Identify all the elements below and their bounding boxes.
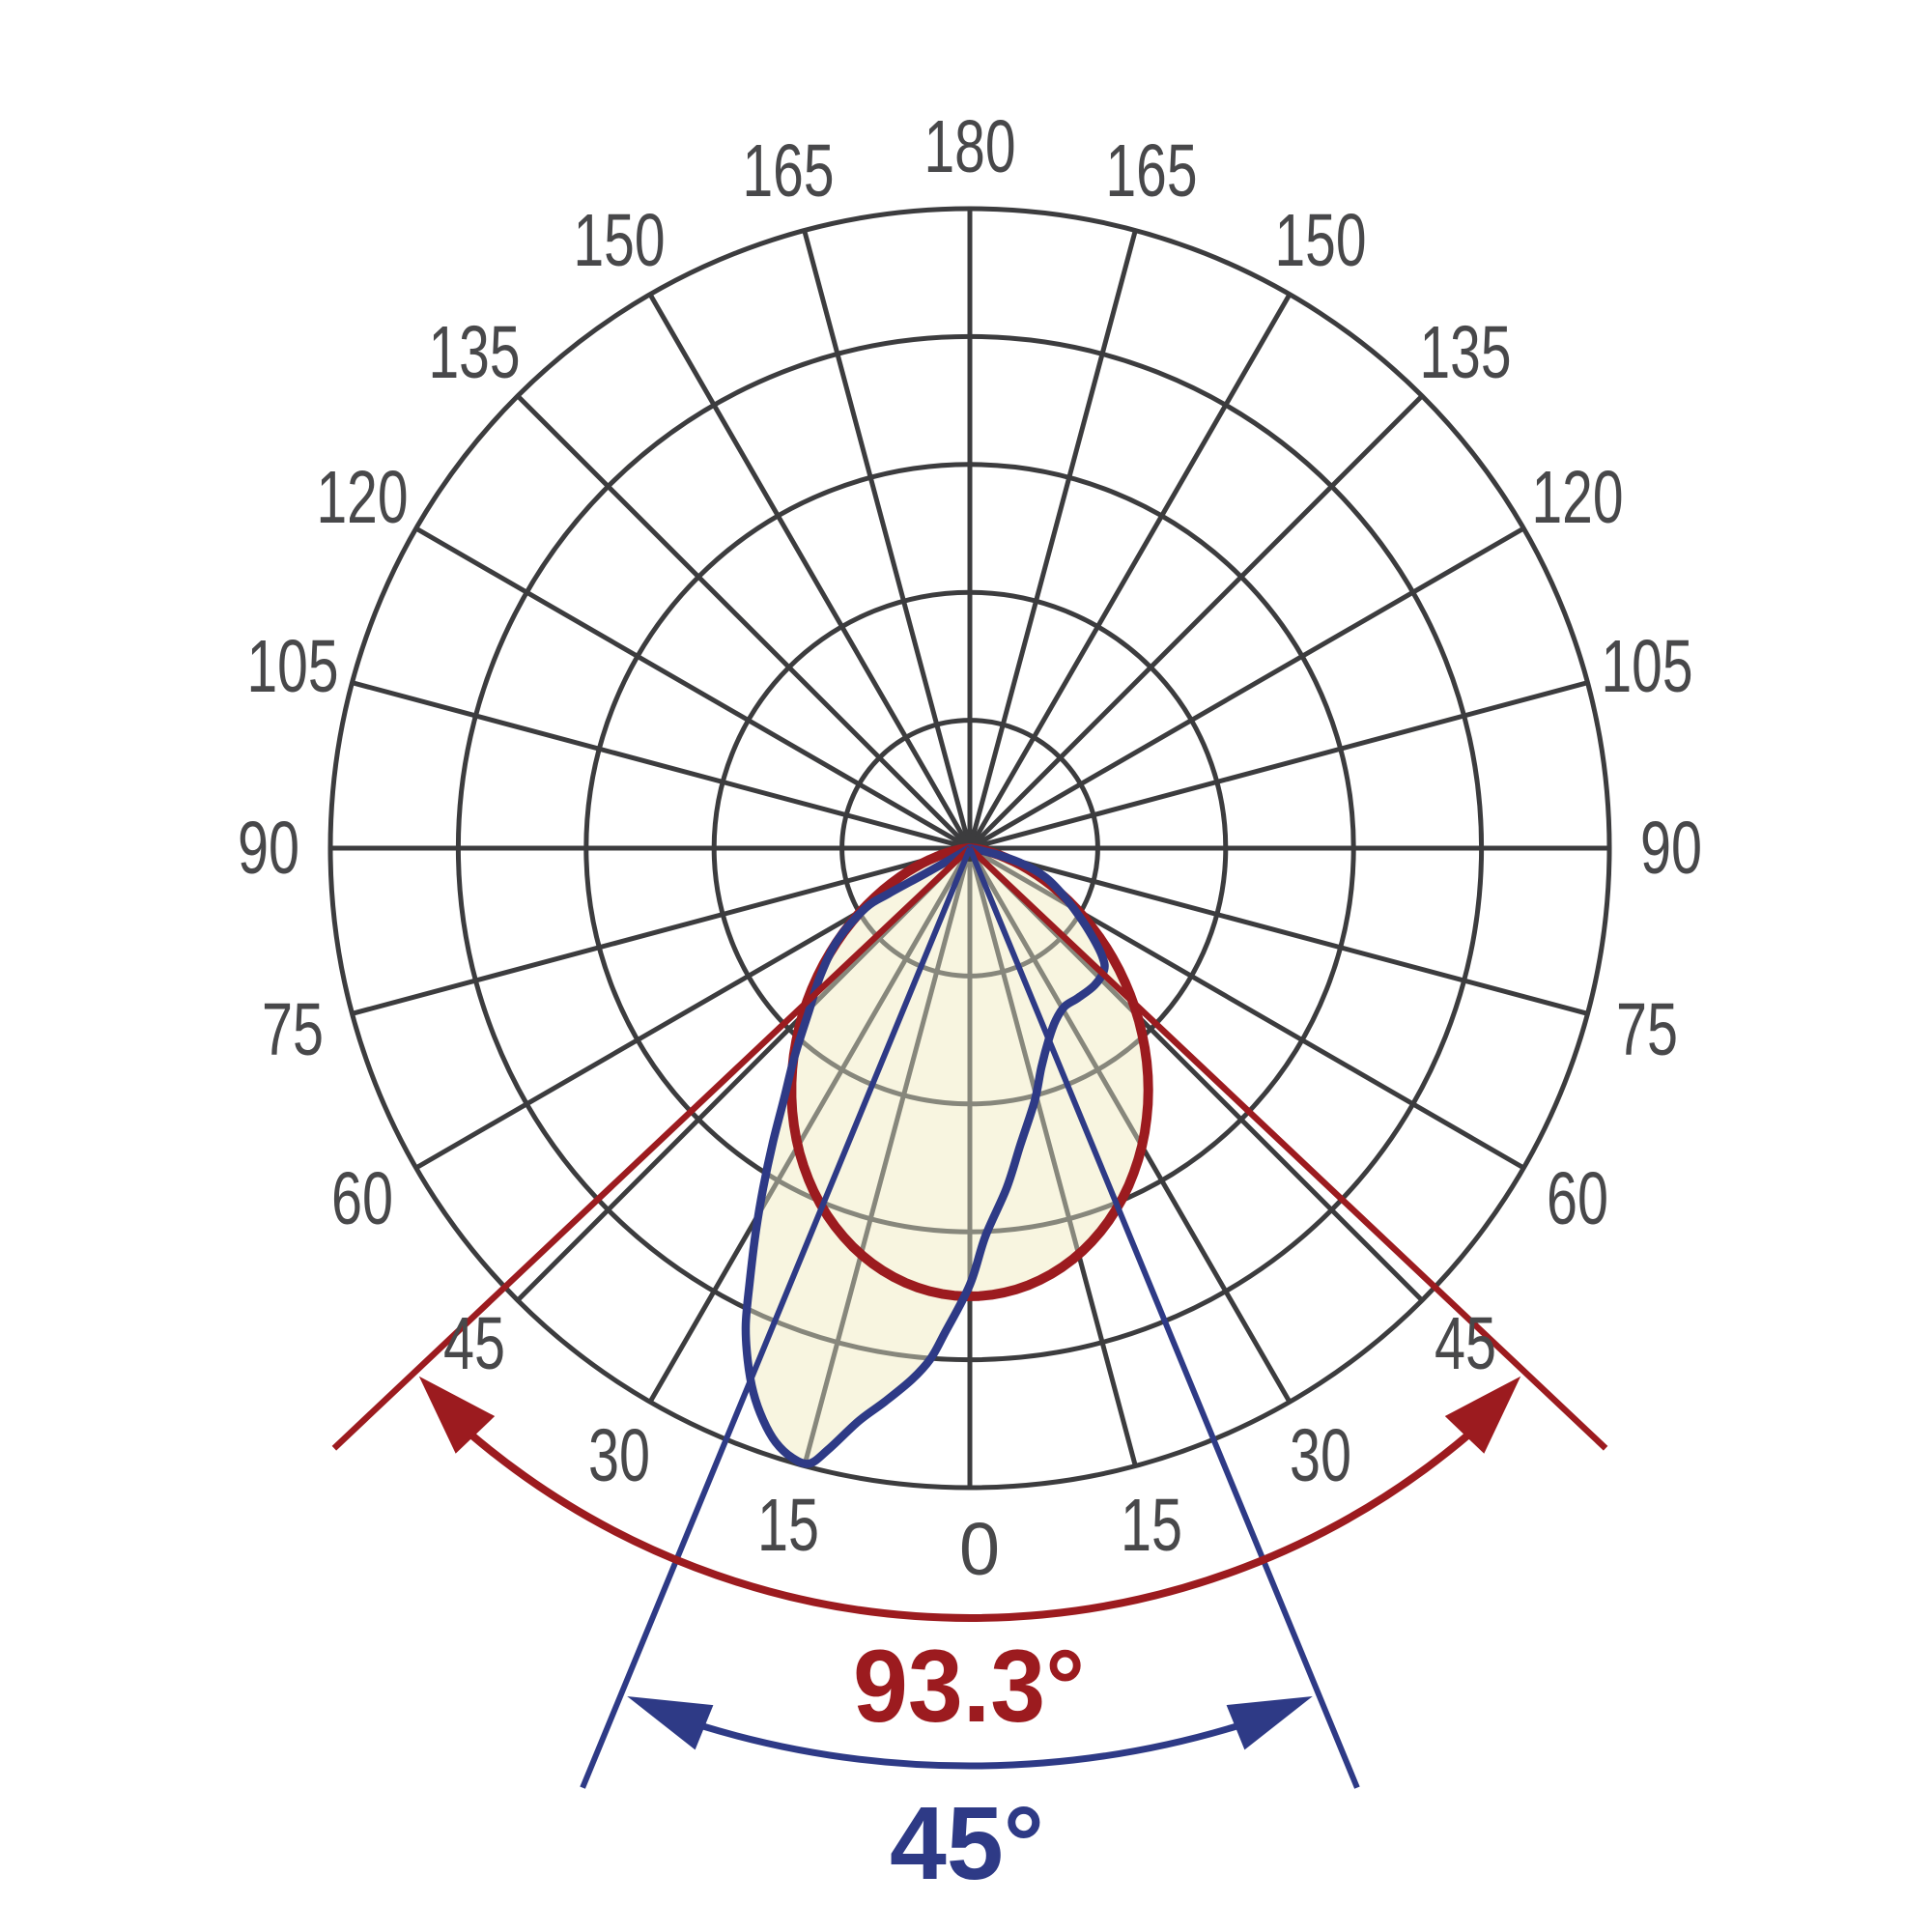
svg-text:165: 165	[743, 129, 835, 213]
svg-text:30: 30	[1290, 1414, 1351, 1497]
svg-text:165: 165	[1106, 129, 1198, 213]
svg-text:15: 15	[1121, 1484, 1182, 1567]
svg-text:75: 75	[262, 988, 324, 1071]
svg-text:90: 90	[238, 807, 299, 890]
svg-text:135: 135	[1420, 311, 1512, 394]
svg-text:60: 60	[331, 1157, 393, 1240]
svg-text:120: 120	[1532, 456, 1624, 539]
svg-text:150: 150	[1275, 199, 1367, 282]
svg-text:45: 45	[1435, 1302, 1496, 1385]
svg-text:30: 30	[588, 1414, 650, 1497]
svg-text:15: 15	[757, 1484, 819, 1567]
svg-text:0: 0	[959, 1508, 1000, 1591]
svg-text:180: 180	[924, 105, 1016, 188]
svg-text:135: 135	[429, 311, 521, 394]
svg-text:45°: 45°	[890, 1784, 1044, 1901]
svg-text:93.3°: 93.3°	[853, 1628, 1085, 1744]
svg-text:105: 105	[247, 625, 339, 708]
svg-text:75: 75	[1616, 988, 1678, 1071]
svg-text:120: 120	[317, 456, 409, 539]
svg-text:150: 150	[574, 199, 666, 282]
svg-text:45: 45	[443, 1302, 505, 1385]
svg-text:90: 90	[1640, 807, 1702, 890]
svg-text:60: 60	[1547, 1157, 1608, 1240]
svg-text:105: 105	[1602, 625, 1693, 708]
